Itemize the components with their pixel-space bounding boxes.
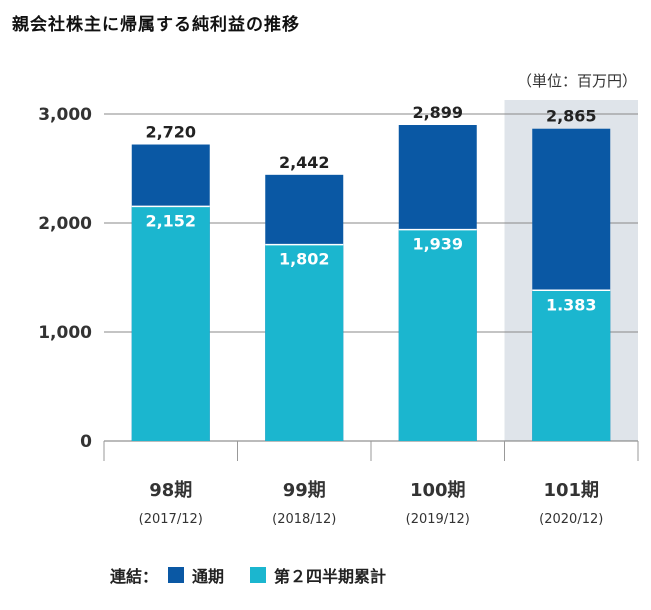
y-tick-label: 2,000 bbox=[38, 214, 92, 234]
y-tick-label: 1,000 bbox=[38, 323, 92, 343]
data-label-full-year: 2,720 bbox=[145, 123, 196, 142]
data-label-full-year: 2,899 bbox=[412, 103, 463, 122]
legend-swatch-full-year bbox=[168, 567, 185, 583]
x-category-label: 101期 bbox=[543, 480, 599, 501]
bar-half-year bbox=[131, 206, 210, 441]
legend-swatch-half-year bbox=[250, 567, 267, 583]
x-period-label: (2017/12) bbox=[139, 512, 203, 527]
data-label-half-year: 1,802 bbox=[279, 250, 330, 269]
data-label-full-year: 2,442 bbox=[279, 153, 330, 172]
y-tick-label: 0 bbox=[80, 432, 92, 452]
x-period-label: (2019/12) bbox=[406, 512, 470, 527]
data-label-half-year: 1.383 bbox=[546, 295, 597, 314]
data-label-half-year: 1,939 bbox=[412, 235, 463, 254]
x-category-label: 100期 bbox=[410, 480, 466, 501]
x-category-label: 98期 bbox=[149, 480, 192, 501]
bar-half-year bbox=[265, 244, 344, 441]
legend-label-full-year: 通期 bbox=[192, 567, 225, 586]
unit-label: （単位：百万円） bbox=[516, 72, 637, 90]
bar-half-year bbox=[532, 290, 611, 441]
bar-half-year bbox=[398, 229, 477, 441]
chart-title: 親会社株主に帰属する純利益の推移 bbox=[12, 15, 300, 35]
x-period-label: (2018/12) bbox=[272, 512, 336, 527]
data-label-full-year: 2,865 bbox=[546, 107, 597, 126]
y-tick-label: 3,000 bbox=[38, 105, 92, 125]
x-period-label: (2020/12) bbox=[539, 512, 603, 527]
legend: 連結： 通期 第２四半期累計 bbox=[110, 563, 386, 587]
legend-prefix: 連結： bbox=[110, 567, 159, 586]
x-category-label: 99期 bbox=[283, 480, 326, 501]
legend-label-half-year: 第２四半期累計 bbox=[274, 567, 387, 586]
data-label-half-year: 2,152 bbox=[145, 211, 196, 230]
